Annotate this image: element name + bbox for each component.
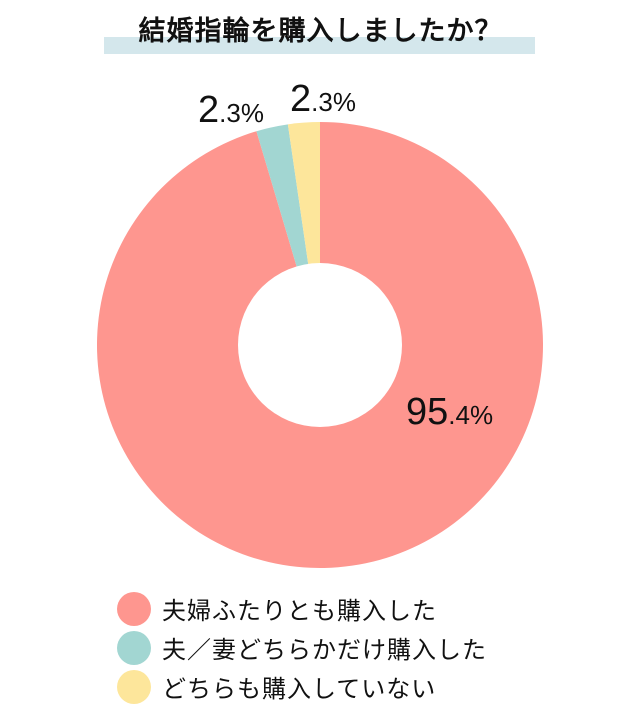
- legend-label: 夫／妻どちらかだけ購入した: [162, 636, 487, 664]
- legend: 夫婦ふたりとも購入した 夫／妻どちらかだけ購入した どちらも購入していない: [117, 589, 487, 706]
- data-label-major: 2: [290, 78, 312, 120]
- data-label-minor: .3%: [311, 87, 356, 117]
- legend-item-one: 夫／妻どちらかだけ購入した: [117, 628, 487, 667]
- legend-item-both: 夫婦ふたりとも購入した: [117, 589, 487, 628]
- data-label-none: 2.3%: [290, 80, 356, 118]
- legend-label: 夫婦ふたりとも購入した: [162, 597, 437, 625]
- data-label-one: 2.3%: [198, 91, 264, 129]
- title-container: 結婚指輪を購入しましたか？: [0, 14, 641, 50]
- legend-swatch-circle-icon: [117, 669, 151, 704]
- legend-label: どちらも購入していない: [162, 675, 437, 703]
- data-label-minor: .4%: [448, 400, 494, 430]
- data-label-major: 2: [198, 89, 220, 131]
- title-highlight-bar: [104, 37, 535, 54]
- legend-swatch-circle-icon: [117, 630, 151, 665]
- legend-item-none: どちらも購入していない: [117, 667, 487, 706]
- data-label-both: 95.4%: [406, 393, 493, 431]
- legend-swatch-circle-icon: [117, 591, 151, 626]
- chart-title: 結婚指輪を購入しましたか？: [138, 16, 503, 47]
- data-label-major: 95: [406, 391, 449, 433]
- data-label-minor: .3%: [219, 98, 264, 128]
- donut-hole: [238, 263, 402, 427]
